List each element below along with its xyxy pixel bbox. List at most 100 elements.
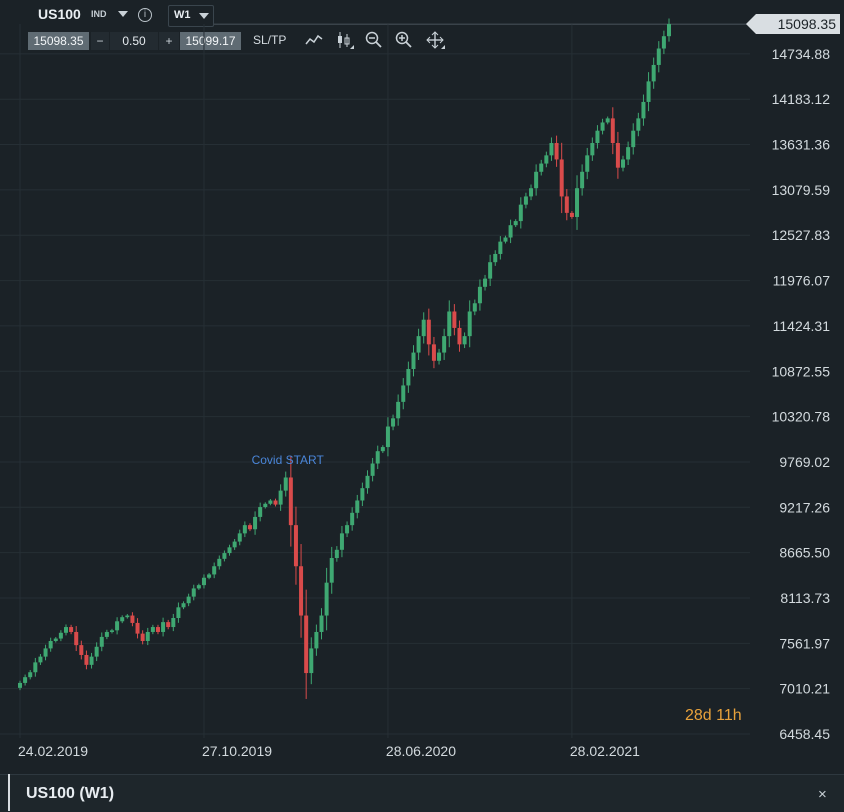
price-tick-label: 8665.50	[779, 545, 830, 561]
candle-body	[641, 101, 646, 119]
line-chart-icon[interactable]	[304, 30, 324, 50]
candle-body	[569, 212, 574, 217]
lot-increase-button[interactable]: +	[159, 32, 179, 50]
candle-body	[406, 369, 411, 386]
date-tick-label: 24.02.2019	[18, 743, 88, 759]
top-toolbar: US100 IND i W1 15098.35 − 0.50 + 15099.1…	[0, 0, 844, 56]
candle-body	[278, 490, 283, 505]
info-icon[interactable]: i	[138, 8, 152, 22]
countdown-hours-unit: h	[732, 707, 742, 724]
candle-body	[370, 463, 375, 476]
candle-body	[355, 500, 360, 513]
candle-body	[69, 627, 74, 632]
price-tick-label: 6458.45	[779, 726, 830, 742]
candle-body	[452, 311, 457, 328]
candle-body	[626, 147, 631, 160]
chart-grid	[0, 23, 752, 738]
candle-body	[483, 278, 488, 287]
candle-body	[575, 188, 580, 217]
candle-body	[472, 303, 477, 312]
candle-body	[33, 662, 38, 673]
candle-body	[288, 477, 293, 526]
candle-body	[544, 155, 549, 164]
countdown-days: 28	[685, 707, 703, 724]
candle-body	[375, 451, 380, 464]
candle-body	[590, 143, 595, 156]
timeframe-select[interactable]: W1	[168, 5, 214, 27]
candle-body	[99, 636, 104, 647]
candle-body	[38, 656, 43, 663]
price-tick-label: 13631.36	[772, 137, 831, 153]
candles	[18, 18, 671, 699]
candle-body	[564, 196, 569, 213]
candle-body	[212, 566, 217, 575]
candle-body	[161, 622, 166, 632]
candle-body	[426, 319, 431, 345]
candle-body	[350, 512, 355, 526]
sltp-button[interactable]: SL/TP	[253, 33, 287, 47]
price-tick-label: 10872.55	[772, 363, 831, 379]
close-icon[interactable]: ×	[818, 786, 827, 803]
sell-price-button[interactable]: 15098.35	[28, 32, 89, 50]
candle-body	[539, 163, 544, 172]
price-tick-label: 8113.73	[780, 590, 830, 606]
candle-body	[253, 516, 258, 530]
price-tick-label: 12527.83	[772, 227, 831, 243]
lot-size-input[interactable]: 0.50	[110, 32, 158, 50]
candle-body	[140, 633, 145, 642]
candle-body	[651, 64, 656, 82]
candle-body	[661, 36, 666, 49]
price-tick-label: 10320.78	[772, 409, 831, 425]
candle-body	[299, 566, 304, 616]
candle-body	[396, 401, 401, 419]
candle-body	[631, 130, 636, 148]
candle-body	[431, 344, 436, 361]
candle-body	[227, 547, 232, 554]
candle-body	[595, 130, 600, 144]
candle-body	[442, 336, 447, 353]
candle-body	[201, 577, 206, 586]
candle-body	[166, 622, 171, 628]
candle-body	[391, 418, 396, 427]
candle-body	[488, 262, 493, 279]
candle-body	[329, 558, 334, 583]
candle-body	[293, 525, 298, 567]
candle-body	[667, 24, 671, 37]
candle-body	[498, 241, 503, 254]
candle-body	[600, 122, 605, 131]
current-price-tag: 15098.35	[746, 14, 840, 34]
zoom-in-icon[interactable]	[394, 30, 414, 50]
timeframe-dropdown-icon	[199, 13, 209, 19]
candle-body	[309, 648, 314, 674]
countdown-days-unit: d	[702, 707, 712, 724]
candle-body	[217, 558, 222, 567]
symbol-dropdown-icon[interactable]	[118, 11, 128, 17]
buy-price-button[interactable]: 15099.17	[180, 32, 241, 50]
candle-body	[462, 336, 467, 345]
candle-body	[493, 253, 498, 263]
lot-decrease-button[interactable]: −	[91, 32, 109, 50]
candle-body	[467, 311, 472, 337]
move-icon[interactable]	[425, 30, 445, 50]
window-edge	[0, 774, 10, 811]
candle-body	[421, 319, 426, 337]
candle-body	[196, 585, 201, 589]
candle-body	[79, 645, 84, 655]
price-tick-label: 11976.07	[773, 273, 831, 289]
candle-body	[319, 615, 324, 632]
price-chart[interactable]: 14734.88 14183.12 13631.36 13079.59 12527.83…	[0, 0, 844, 774]
candle-body	[23, 677, 28, 683]
candle-body	[145, 631, 150, 642]
candle-body	[523, 196, 528, 205]
candle-body	[74, 631, 79, 646]
covid-annotation: Covid START	[252, 453, 325, 467]
candle-body	[365, 475, 370, 489]
candle-body	[580, 171, 585, 189]
candlestick-icon[interactable]	[335, 30, 355, 50]
candle-body	[242, 525, 247, 534]
candle-body	[273, 500, 278, 505]
candle-body	[222, 553, 227, 559]
zoom-out-icon[interactable]	[364, 30, 384, 50]
candle-body	[559, 159, 564, 197]
symbol-name[interactable]: US100	[38, 6, 81, 22]
